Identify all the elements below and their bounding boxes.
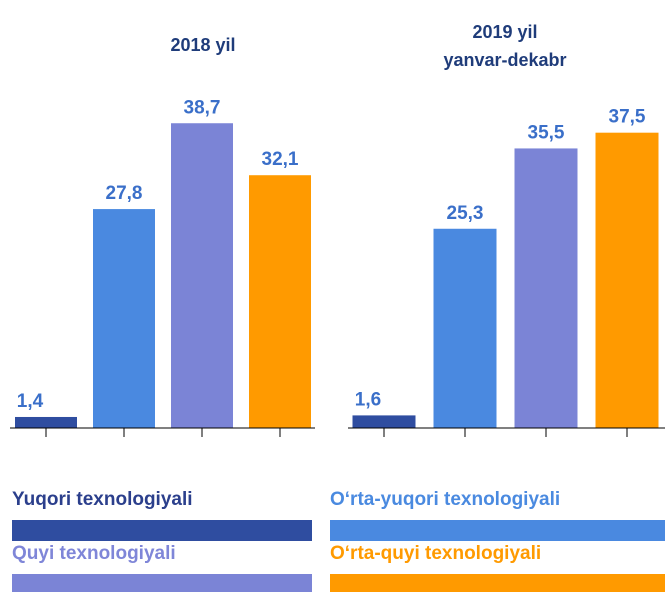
bar bbox=[433, 228, 497, 428]
bar bbox=[249, 175, 311, 428]
bar bbox=[595, 132, 659, 428]
bar bbox=[15, 416, 77, 428]
bar bbox=[514, 148, 578, 428]
legend-swatch bbox=[12, 574, 312, 592]
legend-swatch bbox=[330, 574, 665, 592]
legend-label: O‘rta-yuqori texnologiyali bbox=[330, 489, 560, 510]
value-label: 25,3 bbox=[447, 203, 484, 224]
value-label: 27,8 bbox=[106, 183, 143, 204]
value-label: 37,5 bbox=[609, 107, 646, 128]
bar bbox=[171, 123, 233, 429]
value-label: 1,4 bbox=[17, 391, 44, 412]
chart-title: 2018 yil bbox=[170, 35, 235, 55]
chart-subtitle: yanvar-dekabr bbox=[443, 50, 566, 70]
value-label: 35,5 bbox=[528, 122, 565, 143]
value-label: 32,1 bbox=[262, 149, 299, 170]
value-label: 38,7 bbox=[184, 97, 221, 118]
legend-swatch bbox=[330, 520, 665, 541]
legend-swatch bbox=[12, 520, 312, 541]
bar bbox=[93, 209, 155, 428]
legend-label: Quyi texnologiyali bbox=[12, 543, 176, 564]
bar bbox=[352, 415, 416, 428]
value-label: 1,6 bbox=[355, 389, 381, 410]
legend-label: Yuqori texnologiyali bbox=[12, 489, 193, 510]
legend-label: O‘rta-quyi texnologiyali bbox=[330, 543, 541, 564]
chart-title: 2019 yil bbox=[472, 22, 537, 42]
